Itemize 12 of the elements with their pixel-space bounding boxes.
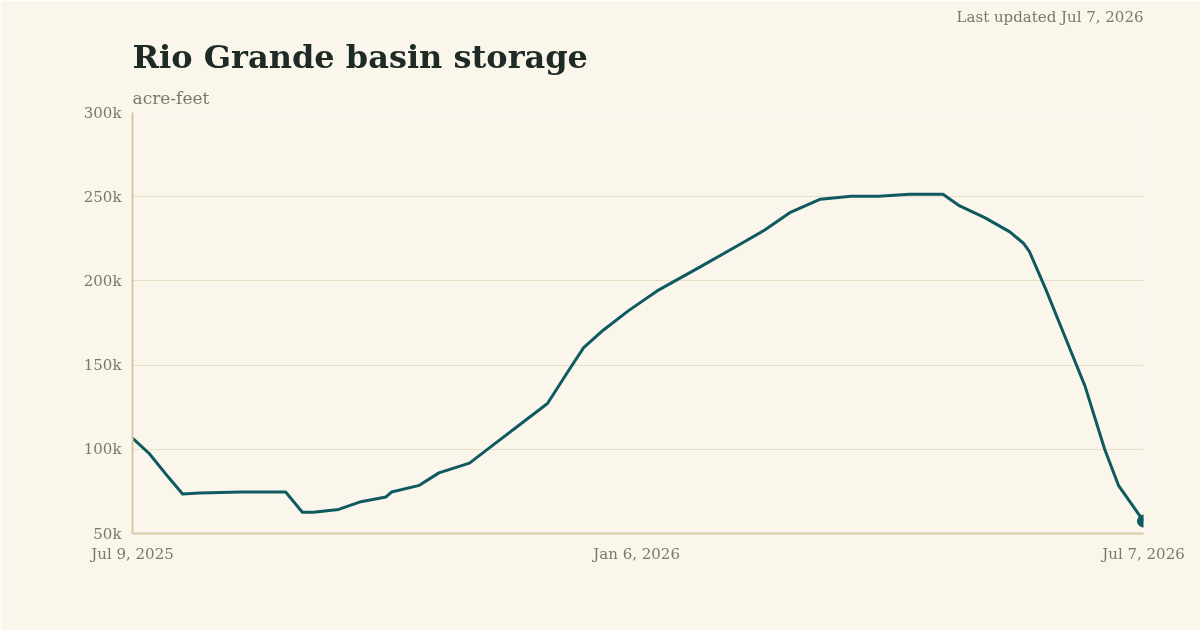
y-tick-label: 200k bbox=[83, 271, 123, 290]
x-tick-label: Jul 9, 2025 bbox=[89, 544, 174, 563]
x-tick-label: Jan 6, 2026 bbox=[591, 544, 680, 563]
y-tick-label: 50k bbox=[93, 524, 123, 543]
x-tick-label: Jul 7, 2026 bbox=[1100, 544, 1185, 563]
y-tick-label: 100k bbox=[83, 440, 123, 459]
chart-title: Rio Grande basin storage bbox=[132, 37, 588, 76]
y-tick-label: 150k bbox=[83, 356, 123, 375]
y-tick-label: 250k bbox=[83, 187, 123, 206]
text: Last updated Jul 7, 2026 bbox=[956, 7, 1144, 26]
chart-subtitle: acre-feet bbox=[132, 87, 210, 108]
y-tick-label: 300k bbox=[83, 103, 123, 122]
